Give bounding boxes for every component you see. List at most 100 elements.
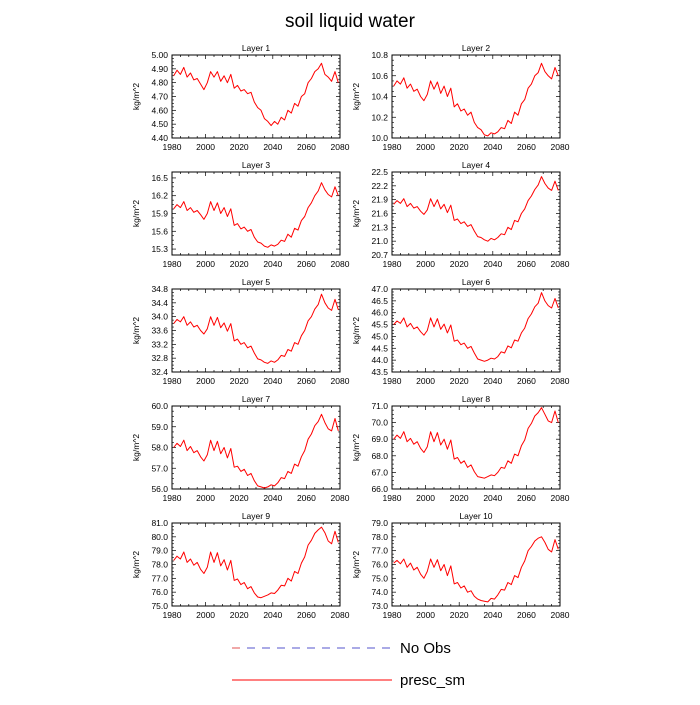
y-tick-label: 44.0	[371, 355, 388, 365]
y-tick-label: 32.8	[151, 353, 168, 363]
y-tick-label: 77.0	[151, 573, 168, 583]
x-tick-label: 2040	[263, 142, 282, 152]
panel-layer-4: Layer 4 1980 2000 2020 2040 2060 2080 20.7 21.0 2…	[351, 160, 570, 269]
y-tick-label: 21.3	[371, 222, 388, 232]
y-axis-label: kg/m^2	[131, 83, 141, 110]
y-tick-label: 57.0	[151, 463, 168, 473]
series-line	[393, 62, 559, 137]
plot-frame	[171, 54, 341, 139]
plot-frame	[391, 288, 561, 373]
series-line	[173, 413, 339, 489]
y-tick-label: 21.6	[371, 209, 388, 219]
plot-frame	[391, 405, 561, 490]
x-tick-label: 2000	[196, 142, 215, 152]
panel-layer-6: Layer 6 1980 2000 2020 2040 2060 2080 43.5 44.0 4…	[351, 277, 570, 386]
x-tick-label: 1980	[383, 493, 402, 503]
x-tick-label: 2000	[196, 376, 215, 386]
y-tick-label: 20.7	[371, 250, 388, 260]
x-tick-label: 2080	[551, 259, 570, 269]
x-tick-label: 1980	[163, 259, 182, 269]
plot-frame	[391, 171, 561, 256]
y-tick-label: 45.0	[371, 331, 388, 341]
y-tick-label: 68.0	[371, 451, 388, 461]
y-tick-label: 44.5	[371, 343, 388, 353]
x-tick-label: 2020	[230, 259, 249, 269]
x-tick-label: 2080	[331, 259, 350, 269]
x-tick-label: 2020	[230, 610, 249, 620]
panel-layer-8: Layer 8 1980 2000 2020 2040 2060 2080 66.0 67.0 6…	[351, 394, 570, 503]
y-tick-label: 21.9	[371, 195, 388, 205]
y-tick-label: 47.0	[371, 284, 388, 294]
series-line	[173, 62, 339, 127]
y-tick-label: 10.4	[371, 92, 388, 102]
y-axis-label: kg/m^2	[351, 83, 361, 110]
y-axis-label: kg/m^2	[351, 317, 361, 344]
x-tick-label: 2000	[416, 610, 435, 620]
panel-layer-9: Layer 9 1980 2000 2020 2040 2060 2080 75.0 76.0 7…	[131, 511, 350, 620]
y-tick-label: 5.00	[151, 50, 168, 60]
x-tick-label: 2000	[196, 610, 215, 620]
panel-title: Layer 8	[462, 394, 491, 404]
x-tick-label: 2040	[263, 259, 282, 269]
y-axis-label: kg/m^2	[351, 551, 361, 578]
y-axis-label: kg/m^2	[131, 551, 141, 578]
y-tick-label: 71.0	[371, 401, 388, 411]
x-tick-label: 2060	[297, 376, 316, 386]
y-tick-label: 77.0	[371, 546, 388, 556]
x-tick-label: 1980	[383, 610, 402, 620]
y-axis-label: kg/m^2	[131, 434, 141, 461]
panel-title: Layer 5	[242, 277, 271, 287]
panel-layer-5: Layer 5 1980 2000 2020 2040 2060 2080 32.4 32.8 3…	[131, 277, 350, 386]
series-line	[393, 292, 559, 362]
series-line	[173, 182, 339, 248]
x-tick-label: 2080	[331, 493, 350, 503]
y-tick-label: 45.5	[371, 320, 388, 330]
y-tick-label: 76.0	[371, 560, 388, 570]
panel-title: Layer 3	[242, 160, 271, 170]
y-tick-label: 34.0	[151, 312, 168, 322]
y-tick-label: 4.90	[151, 64, 168, 74]
y-axis-label: kg/m^2	[351, 200, 361, 227]
panel-grid: Layer 1 1980 2000 2020 2040 2060 2080 4.40 4.50 4…	[131, 43, 570, 620]
x-tick-label: 2040	[263, 376, 282, 386]
series-line	[173, 526, 339, 599]
y-tick-label: 80.0	[151, 532, 168, 542]
y-tick-label: 34.8	[151, 284, 168, 294]
x-tick-label: 2040	[483, 376, 502, 386]
y-tick-label: 4.80	[151, 78, 168, 88]
y-tick-label: 4.50	[151, 119, 168, 129]
y-tick-label: 60.0	[151, 401, 168, 411]
x-tick-label: 2080	[551, 376, 570, 386]
panel-title: Layer 10	[459, 511, 492, 521]
y-tick-label: 15.6	[151, 226, 168, 236]
x-tick-label: 2000	[196, 259, 215, 269]
y-tick-label: 33.6	[151, 326, 168, 336]
series-line	[173, 293, 339, 364]
x-tick-label: 1980	[383, 142, 402, 152]
x-tick-label: 2060	[517, 376, 536, 386]
y-axis-label: kg/m^2	[131, 200, 141, 227]
y-tick-label: 34.4	[151, 298, 168, 308]
x-tick-label: 2020	[450, 142, 469, 152]
y-tick-label: 78.0	[371, 532, 388, 542]
y-tick-label: 21.0	[371, 236, 388, 246]
y-tick-label: 10.0	[371, 133, 388, 143]
x-tick-label: 2000	[416, 142, 435, 152]
y-tick-label: 16.5	[151, 173, 168, 183]
x-tick-label: 2060	[297, 259, 316, 269]
panel-layer-3: Layer 3 1980 2000 2020 2040 2060 2080 15.3 15.6 1…	[131, 160, 350, 269]
x-tick-label: 2000	[416, 376, 435, 386]
y-tick-label: 66.0	[371, 484, 388, 494]
legend-label-no-obs: No Obs	[400, 640, 451, 657]
series-line	[393, 176, 559, 242]
y-tick-label: 58.0	[151, 443, 168, 453]
x-tick-label: 2020	[450, 259, 469, 269]
y-tick-label: 81.0	[151, 518, 168, 528]
y-tick-label: 79.0	[151, 546, 168, 556]
panel-title: Layer 1	[242, 43, 271, 53]
x-tick-label: 2020	[450, 493, 469, 503]
y-tick-label: 4.60	[151, 105, 168, 115]
y-tick-label: 74.0	[371, 587, 388, 597]
x-tick-label: 2040	[263, 493, 282, 503]
